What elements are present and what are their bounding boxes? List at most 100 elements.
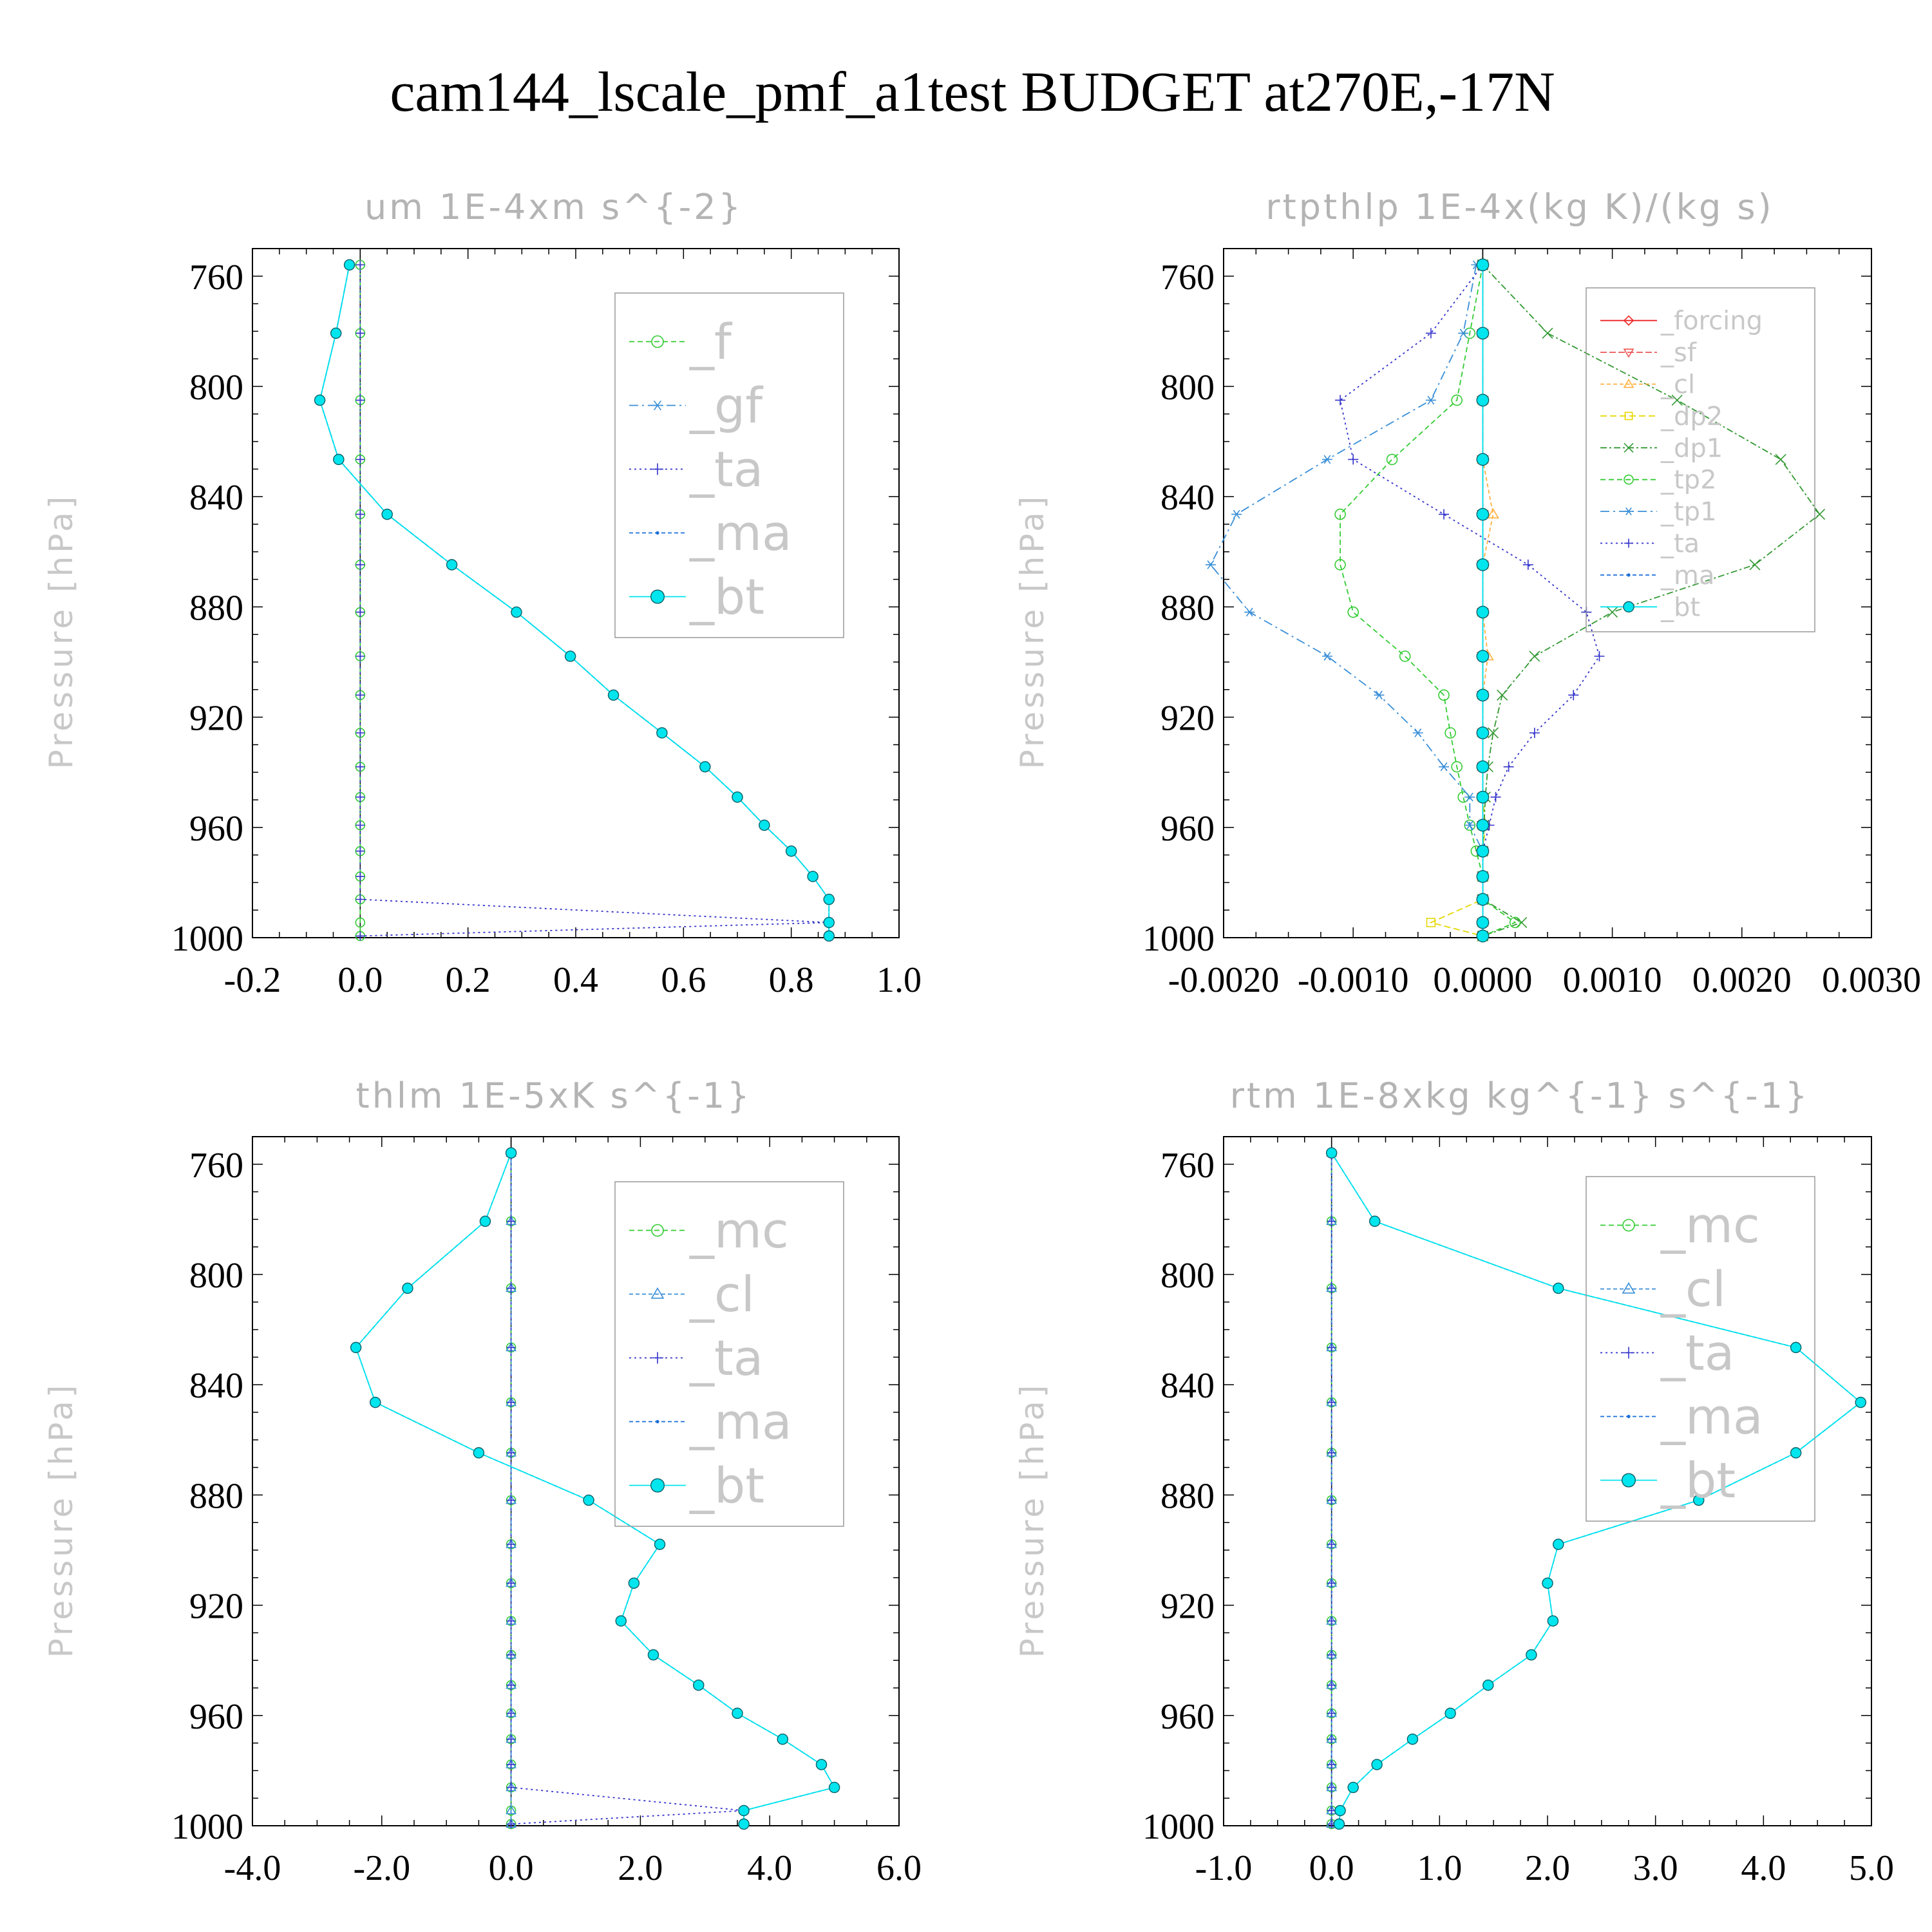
legend-box bbox=[614, 292, 844, 638]
data-point_bt bbox=[693, 1679, 705, 1691]
data-point_dp1 bbox=[1529, 650, 1540, 662]
data-point_ta bbox=[506, 1650, 516, 1660]
y-tick-label: 760 bbox=[1160, 1146, 1215, 1186]
series-line_ma bbox=[1331, 1152, 1862, 1824]
legend-label_mc: _mc bbox=[1660, 1197, 1760, 1254]
series-line_ta bbox=[510, 1153, 744, 1825]
y-tick-label: 920 bbox=[189, 1587, 243, 1627]
data-point_bt bbox=[1476, 327, 1490, 340]
x-tick-label: -2.0 bbox=[353, 1848, 410, 1888]
legend-label_gf: _gf bbox=[689, 377, 764, 434]
data-point_ta bbox=[355, 762, 365, 772]
panel-thlm-plot: -4.0 -2.0 0.0 2.0 4.0 6.0 760 800 840 880 920 960 10… bbox=[171, 1136, 922, 1888]
data-point_ta bbox=[355, 846, 365, 856]
legend-label_cl: _cl bbox=[689, 1265, 755, 1323]
panel-rtm-title: rtm 1E-8xkg kg^{-1} s^{-1} bbox=[1230, 1075, 1810, 1116]
x-tick-label: 0.0 bbox=[337, 960, 383, 1000]
data-point_tp1 bbox=[1458, 328, 1469, 338]
panel-rtpthlp: rtpthlp 1E-4x(kg K)/(kg s) -0.0020 -0.001… bbox=[1014, 187, 1921, 1000]
data-point_bt bbox=[505, 1147, 517, 1159]
data-point_ta bbox=[506, 1616, 516, 1625]
data-point_bt bbox=[350, 1341, 362, 1354]
data-point_ta bbox=[355, 690, 365, 700]
data-point_bt bbox=[759, 819, 770, 831]
data-point_bt bbox=[1476, 726, 1490, 739]
data-point_bt bbox=[823, 893, 835, 905]
y-tick-label: 960 bbox=[1160, 1697, 1215, 1737]
y-tick-label: 1000 bbox=[171, 919, 243, 959]
x-tick-label: 0.0 bbox=[1309, 1848, 1354, 1888]
y-tick-label: 800 bbox=[1160, 1256, 1215, 1296]
data-point_tp1 bbox=[1205, 560, 1216, 569]
legend-label_f: _f bbox=[689, 313, 733, 370]
data-point_bt bbox=[314, 394, 326, 406]
data-point_bt bbox=[1476, 760, 1490, 773]
series_dp2 bbox=[1426, 260, 1490, 941]
legend-label_ma: _ma bbox=[689, 1393, 792, 1450]
data-point_bt bbox=[1333, 1818, 1345, 1830]
x-tick-label: 0.0000 bbox=[1433, 960, 1532, 1000]
data-point_ta bbox=[506, 1540, 516, 1549]
y-tick-label: 960 bbox=[189, 1697, 243, 1737]
data-point_ta bbox=[506, 1734, 516, 1744]
legend-marker_ma bbox=[656, 531, 659, 535]
data-point_bt bbox=[1476, 893, 1490, 906]
data-point_bt bbox=[1476, 688, 1490, 702]
panel-um-ylabel: Pressure [hPa] bbox=[43, 493, 80, 770]
data-point_bt bbox=[1476, 258, 1490, 272]
data-point_bt bbox=[511, 606, 522, 618]
data-point_ta bbox=[506, 1397, 516, 1407]
data-point_dp1 bbox=[1775, 453, 1786, 465]
y-tick-label: 800 bbox=[189, 1256, 243, 1296]
data-point_tp2 bbox=[1444, 727, 1456, 739]
x-tick-label: -0.0020 bbox=[1168, 960, 1280, 1000]
data-point_ta bbox=[1335, 395, 1346, 406]
legend-label_sf: _sf bbox=[1660, 338, 1697, 368]
legend-marker_tp1 bbox=[1624, 507, 1633, 516]
data-point_bt bbox=[1553, 1539, 1564, 1550]
y-tick-label: 760 bbox=[189, 1146, 243, 1186]
panel-rtpthlp-title: rtpthlp 1E-4x(kg K)/(kg s) bbox=[1265, 187, 1774, 227]
data-point_ta bbox=[506, 1819, 516, 1829]
data-point_bt bbox=[1476, 507, 1490, 521]
x-tick-label: 0.0020 bbox=[1692, 960, 1792, 1000]
legend: _mc _cl _ta _ma _bt bbox=[614, 1181, 844, 1527]
data-point_ta bbox=[355, 560, 365, 569]
data-point_ta bbox=[1327, 1616, 1336, 1625]
data-point_bt bbox=[1476, 916, 1490, 929]
series_bt bbox=[1476, 258, 1490, 943]
data-point_ta bbox=[355, 931, 365, 941]
y-tick-label: 840 bbox=[189, 1366, 243, 1406]
data-point_bt bbox=[564, 650, 576, 662]
data-point_bt bbox=[333, 453, 345, 466]
panel-rtm: rtm 1E-8xkg kg^{-1} s^{-1} -1.0 0.0 1.0 2.0… bbox=[1014, 1075, 1894, 1888]
legend-label_bt: _bt bbox=[1660, 1452, 1736, 1509]
data-point_bt bbox=[1553, 1282, 1564, 1294]
data-point_ta bbox=[1327, 1495, 1336, 1505]
data-point_ta bbox=[1327, 1783, 1336, 1792]
data-point_ta bbox=[506, 1217, 516, 1226]
data-point_dp1 bbox=[1749, 559, 1761, 571]
data-point_bt bbox=[738, 1818, 750, 1830]
data-point_bt bbox=[1325, 1147, 1338, 1159]
data-point_ta bbox=[1594, 651, 1605, 662]
y-tick-label: 880 bbox=[1160, 1476, 1215, 1516]
legend-marker_ma bbox=[1627, 573, 1631, 577]
data-point_bt bbox=[381, 508, 393, 520]
legend-label_dp2: _dp2 bbox=[1660, 402, 1723, 431]
data-point_ta bbox=[355, 871, 365, 881]
legend-marker_ma bbox=[656, 1419, 659, 1424]
data-point_ta bbox=[1327, 1343, 1336, 1352]
legend-marker_ma bbox=[1627, 1414, 1631, 1419]
data-point_bt bbox=[777, 1733, 789, 1745]
data-point_ta bbox=[1327, 1397, 1336, 1407]
data-point_bt bbox=[370, 1396, 381, 1408]
legend-label_ta: _ta bbox=[689, 1329, 763, 1387]
data-point_bt bbox=[1476, 844, 1490, 858]
legend-label_tp1: _tp1 bbox=[1660, 497, 1717, 527]
figure-title: cam144_lscale_pmf_a1test BUDGET at270E,-… bbox=[390, 61, 1555, 124]
data-point_dp1 bbox=[1516, 916, 1528, 929]
data-point_ta bbox=[506, 1759, 516, 1769]
series-line_tp2 bbox=[1340, 265, 1517, 937]
data-point_ta bbox=[1327, 1759, 1336, 1769]
